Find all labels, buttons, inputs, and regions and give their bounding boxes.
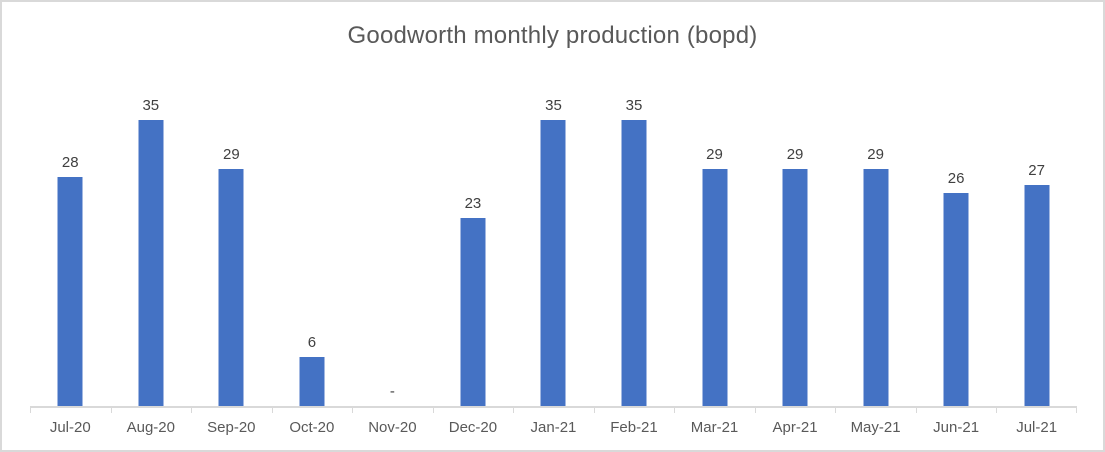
x-axis-tick-label: Feb-21 [610,419,658,436]
bar [782,169,808,406]
category-cell: 35 [513,79,594,406]
data-label: 29 [786,146,804,163]
data-label: 6 [307,334,317,351]
data-label: 29 [706,146,723,163]
category-cell: 35 [594,79,675,406]
category-cell: 29 [835,79,916,406]
plot-area: 28 35 29 6 - 23 35 35 29 29 29 26 27 [30,79,1077,406]
category-cell: 6 [272,79,353,406]
chart-title: Goodworth monthly production (bopd) [347,22,758,49]
x-axis-tick [593,406,595,413]
x-axis-tick-label: Jun-21 [933,419,980,436]
x-axis-tick-label: Jan-21 [530,419,577,436]
x-axis-tick [352,406,354,413]
data-label: - [389,383,395,400]
x-axis-tick [915,406,917,413]
x-axis-labels: Jul-20 Aug-20 Sep-20 Oct-20 Nov-20 Dec-20 Jan-… [30,419,1077,436]
x-axis-tick-label: Aug-20 [126,419,175,436]
bar [943,193,969,406]
category-cell: 26 [916,79,997,406]
data-label: 27 [1028,162,1045,179]
x-axis-tick [271,406,273,413]
x-axis-tick [674,406,676,413]
x-axis-tick [754,406,756,413]
bar [702,169,728,406]
data-label: 23 [464,195,482,212]
x-axis-tick [513,406,515,413]
data-label: 29 [222,146,240,163]
category-cell: 27 [996,79,1077,406]
data-label: 26 [947,170,965,187]
x-axis-tick-label: Dec-20 [448,419,498,436]
x-axis-tick-label: Jul-20 [49,419,91,436]
x-axis-line [30,406,1077,413]
category-cell: - [352,79,433,406]
bar [863,169,889,406]
category-cell: 35 [111,79,192,406]
bar [540,120,566,406]
x-axis-tick-label: May-21 [850,419,901,436]
bar [138,120,164,406]
bar [460,218,486,406]
x-axis-tick [996,406,998,413]
category-cell: 23 [433,79,514,406]
x-axis-tick [835,406,837,413]
data-label: 35 [142,97,160,114]
category-cell: 29 [191,79,272,406]
bar [1024,185,1050,406]
x-axis-tick-label: Sep-20 [207,419,256,436]
category-cell: 29 [674,79,755,406]
x-axis-tick-label: Nov-20 [368,419,417,436]
bar [218,169,244,406]
x-axis-tick [1076,406,1077,413]
x-axis-tick [191,406,193,413]
category-cell: 28 [30,79,111,406]
data-label: 28 [61,154,79,171]
data-label: 35 [625,97,643,114]
category-cell: 29 [755,79,836,406]
x-axis-tick-label: Jul-21 [1016,419,1058,436]
x-axis-tick-label: Oct-20 [289,419,335,436]
bar [299,357,325,406]
x-axis-tick-label: Mar-21 [690,419,739,436]
data-label: 29 [867,146,884,163]
bar [621,120,647,406]
x-axis-tick [432,406,434,413]
x-axis-tick-label: Apr-21 [772,419,818,436]
x-axis-tick [110,406,112,413]
x-axis-tick [30,406,31,413]
bar [57,177,83,406]
data-label: 35 [545,97,562,114]
